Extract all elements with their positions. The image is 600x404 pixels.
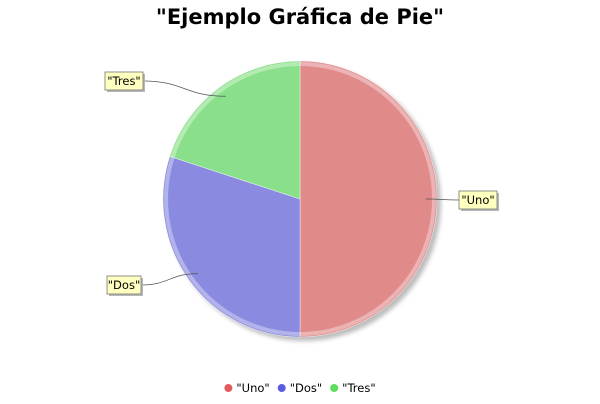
pie-slice-dos bbox=[162, 155, 301, 338]
legend-item-dos: "Dos" bbox=[277, 381, 322, 395]
pie-label-dos: "Dos" bbox=[106, 273, 199, 296]
pie-slice-rim-dos bbox=[164, 156, 301, 336]
chart-legend: "Uno" "Dos" "Tres" bbox=[224, 381, 376, 395]
legend-swatch-uno bbox=[224, 384, 233, 392]
pie-slice-tres bbox=[169, 60, 301, 200]
pie-label-tres: "Tres" bbox=[104, 71, 226, 97]
pie-label-uno: "Uno" bbox=[426, 190, 499, 211]
pie-label-leader-dos bbox=[140, 273, 199, 286]
legend-item-tres: "Tres" bbox=[330, 381, 376, 395]
pie-slices bbox=[162, 60, 438, 338]
pie-label-box-uno bbox=[458, 190, 498, 210]
chart-title: "Ejemplo Gráfica de Pie" bbox=[156, 5, 444, 29]
legend-label-uno: "Uno" bbox=[236, 381, 269, 395]
pie-label-box-dos bbox=[106, 275, 142, 295]
legend-label-tres: "Tres" bbox=[342, 381, 375, 395]
pie-slice-rim-tres bbox=[170, 62, 301, 158]
pie-label-text-uno: "Uno" bbox=[461, 193, 494, 207]
pie-labels: "Uno" "Dos" "Tres" bbox=[104, 71, 499, 296]
pie-label-leader-tres bbox=[142, 80, 226, 97]
legend-item-uno: "Uno" bbox=[224, 381, 270, 395]
pie-slice-uno bbox=[299, 60, 438, 338]
pie-label-text-dos: "Dos" bbox=[108, 278, 140, 292]
pie-label-text-tres: "Tres" bbox=[107, 74, 140, 88]
pie-label-leader-uno bbox=[426, 198, 460, 201]
pie-label-box-tres bbox=[104, 71, 144, 91]
legend-swatch-tres bbox=[330, 384, 339, 392]
legend-label-dos: "Dos" bbox=[290, 381, 322, 395]
legend-swatch-dos bbox=[277, 384, 286, 392]
